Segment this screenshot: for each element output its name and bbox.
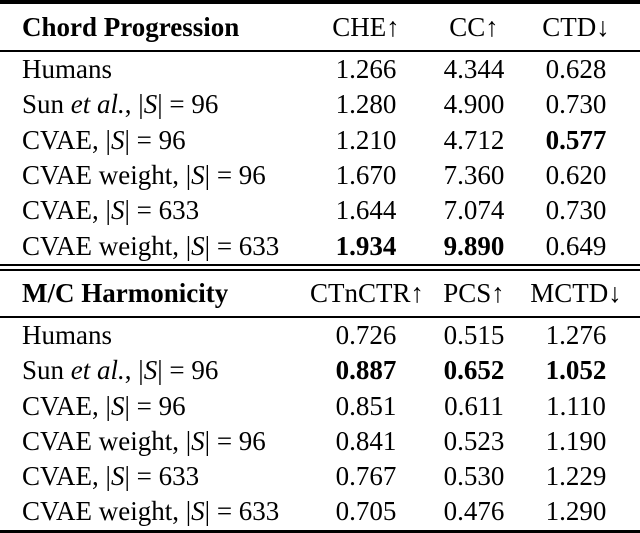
metric-value: 0.887 <box>335 355 397 386</box>
table-title: M/C Harmonicity <box>22 277 229 308</box>
column-header-cc: CC↑ <box>449 11 499 42</box>
metric-value: 7.074 <box>443 195 505 226</box>
table-row: CVAE weight, |S| = 633 0.705 0.476 1.290 <box>0 494 640 529</box>
metric-value: 0.841 <box>335 425 397 456</box>
metric-value: 0.730 <box>545 195 607 226</box>
table-row: CVAE, |S| = 633 0.767 0.530 1.229 <box>0 459 640 494</box>
table-title: Chord Progression <box>22 11 240 42</box>
metric-value: 0.767 <box>335 461 397 492</box>
metric-value: 1.276 <box>545 319 607 350</box>
metric-value: 0.515 <box>443 319 505 350</box>
row-label: CVAE weight, |S| = 633 <box>22 496 280 527</box>
column-header-pcs: PCS↑ <box>443 277 505 308</box>
table-header-row: M/C Harmonicity CTnCTR↑ PCS↑ MCTD↓ <box>0 271 640 316</box>
metric-value: 0.577 <box>545 124 607 155</box>
table-row: CVAE weight, |S| = 633 1.934 9.890 0.649 <box>0 228 640 263</box>
metric-value: 0.726 <box>335 319 397 350</box>
table-row: CVAE, |S| = 633 1.644 7.074 0.730 <box>0 193 640 228</box>
table-row: CVAE weight, |S| = 96 0.841 0.523 1.190 <box>0 424 640 459</box>
metric-value: 1.110 <box>546 390 606 421</box>
metric-value: 0.649 <box>545 230 607 261</box>
metric-value: 0.523 <box>443 425 505 456</box>
metric-value: 1.210 <box>335 124 397 155</box>
metric-value: 4.712 <box>443 124 505 155</box>
row-label: Sun et al., |S| = 96 <box>22 89 219 120</box>
metric-value: 4.900 <box>443 89 505 120</box>
metric-value: 1.644 <box>335 195 397 226</box>
table-header-row: Chord Progression CHE↑ CC↑ CTD↓ <box>0 4 640 50</box>
metric-value: 1.229 <box>545 461 607 492</box>
table-row: CVAE, |S| = 96 1.210 4.712 0.577 <box>0 123 640 158</box>
row-label: Humans <box>22 319 112 350</box>
row-label: CVAE, |S| = 96 <box>22 390 186 421</box>
metric-value: 0.652 <box>443 355 505 386</box>
metric-value: 1.280 <box>335 89 397 120</box>
metric-value: 1.190 <box>545 425 607 456</box>
row-label: CVAE weight, |S| = 96 <box>22 425 266 456</box>
column-header-che: CHE↑ <box>332 11 400 42</box>
row-label: Sun et al., |S| = 96 <box>22 355 219 386</box>
metric-value: 0.730 <box>545 89 607 120</box>
table-row: CVAE, |S| = 96 0.851 0.611 1.110 <box>0 388 640 423</box>
metric-value: 1.670 <box>335 160 397 191</box>
metric-value: 0.620 <box>545 160 607 191</box>
header-rule <box>0 315 640 318</box>
chord-progression-table: Chord Progression CHE↑ CC↑ CTD↓ Humans 1… <box>0 0 640 266</box>
row-label: CVAE, |S| = 96 <box>22 124 186 155</box>
column-header-ctnctr: CTnCTR↑ <box>310 277 425 308</box>
row-label: CVAE, |S| = 633 <box>22 461 200 492</box>
row-label: CVAE, |S| = 633 <box>22 195 200 226</box>
metric-value: 9.890 <box>443 230 505 261</box>
table-row: Sun et al., |S| = 96 1.280 4.900 0.730 <box>0 87 640 122</box>
metric-value: 1.266 <box>335 54 397 85</box>
metric-value: 1.052 <box>545 355 607 386</box>
metric-value: 0.705 <box>335 496 397 527</box>
row-label: CVAE weight, |S| = 96 <box>22 160 266 191</box>
metric-value: 1.934 <box>335 230 397 261</box>
double-rule-gap <box>0 265 640 269</box>
table-row: Sun et al., |S| = 96 0.887 0.652 1.052 <box>0 353 640 388</box>
metric-value: 0.476 <box>443 496 505 527</box>
metric-value: 0.628 <box>545 54 607 85</box>
row-label: CVAE weight, |S| = 633 <box>22 230 280 261</box>
table-row: Humans 1.266 4.344 0.628 <box>0 52 640 87</box>
metric-value: 4.344 <box>443 54 505 85</box>
metric-value: 0.611 <box>444 390 504 421</box>
mc-harmonicity-table: M/C Harmonicity CTnCTR↑ PCS↑ MCTD↓ Human… <box>0 268 640 533</box>
metric-value: 7.360 <box>443 160 505 191</box>
metric-value: 0.530 <box>443 461 505 492</box>
header-rule <box>0 50 640 52</box>
column-header-mctd: MCTD↓ <box>530 277 622 308</box>
metric-value: 1.290 <box>545 496 607 527</box>
column-header-ctd: CTD↓ <box>542 11 610 42</box>
metric-value: 0.851 <box>335 390 397 421</box>
table-row: Humans 0.726 0.515 1.276 <box>0 318 640 353</box>
table-row: CVAE weight, |S| = 96 1.670 7.360 0.620 <box>0 158 640 193</box>
row-label: Humans <box>22 54 112 85</box>
